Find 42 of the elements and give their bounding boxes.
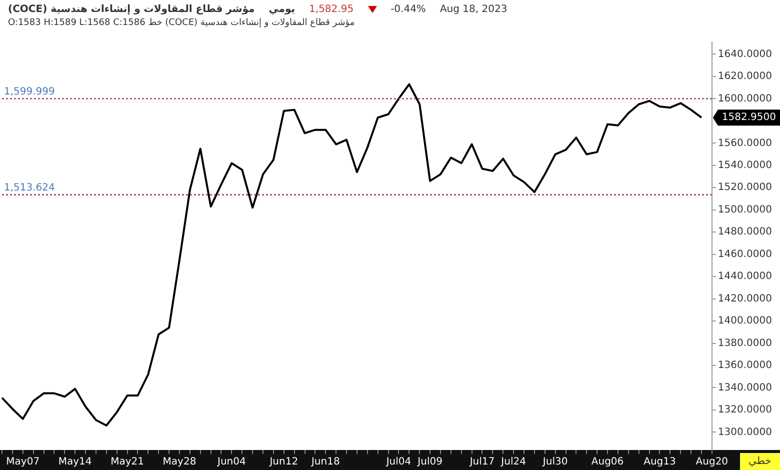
chart-title: مؤشر قطاع المقاولات و إنشاءات هندسية (COCE)	[8, 4, 255, 14]
y-tick-label: 1520.0000	[718, 182, 772, 194]
text: خطي	[740, 453, 780, 470]
x-tick-label: Jul04	[385, 456, 412, 468]
text: يومي	[268, 4, 296, 14]
y-tick-label: 1500.0000	[718, 204, 772, 216]
y-tick-label: 1320.0000	[718, 404, 772, 416]
y-tick-label: 1560.0000	[718, 138, 772, 149]
y-tick-label: 1360.0000	[718, 360, 772, 372]
x-tick-label: Jul17	[468, 456, 495, 468]
ref-line-label: 1,513.624	[4, 182, 55, 194]
x-tick-label: May28	[162, 456, 196, 468]
y-tick-label: 1340.0000	[718, 382, 772, 394]
x-tick-label: Jul09	[416, 456, 442, 468]
x-tick-label: Jul30	[542, 456, 568, 468]
y-tick-label: 1380.0000	[718, 338, 772, 349]
x-tick-label: Jul24	[500, 456, 526, 468]
y-tick-label: 1600.0000	[718, 93, 772, 104]
text: 1,582.95	[309, 4, 354, 14]
x-tick-label: May07	[6, 456, 40, 468]
x-tick-label: Jun18	[310, 456, 340, 468]
x-tick-label: Jun12	[268, 456, 298, 468]
x-tick-label: May14	[58, 456, 92, 468]
ref-line-label: 1,599.999	[4, 86, 55, 98]
text: 1582.9500	[722, 112, 776, 124]
text: Aug 18, 2023	[440, 4, 508, 14]
text: -0.44%	[390, 4, 426, 14]
y-tick-label: 1440.0000	[718, 271, 772, 282]
x-tick-label: Aug20	[696, 456, 728, 468]
y-tick-label: 1620.0000	[718, 71, 772, 82]
x-tick-label: May21	[110, 456, 144, 468]
x-tick-label: Jun04	[216, 456, 246, 468]
y-tick-label: 1420.0000	[718, 293, 772, 304]
y-tick-label: 1460.0000	[718, 248, 772, 260]
y-tick-label: 1480.0000	[718, 226, 772, 238]
y-tick-label: 1640.0000	[718, 48, 772, 60]
y-tick-label: 1400.0000	[718, 316, 772, 327]
y-tick-label: 1300.0000	[718, 426, 772, 438]
chart-subtitle: مؤشر قطاع المقاولات و إنشاءات هندسية (COCE) خط O:1583 H:1589 L:1568 C:1586	[7, 18, 356, 30]
y-tick-label: 1540.0000	[718, 160, 772, 171]
x-tick-label: Aug06	[591, 456, 624, 468]
x-tick-label: Aug13	[644, 456, 676, 468]
